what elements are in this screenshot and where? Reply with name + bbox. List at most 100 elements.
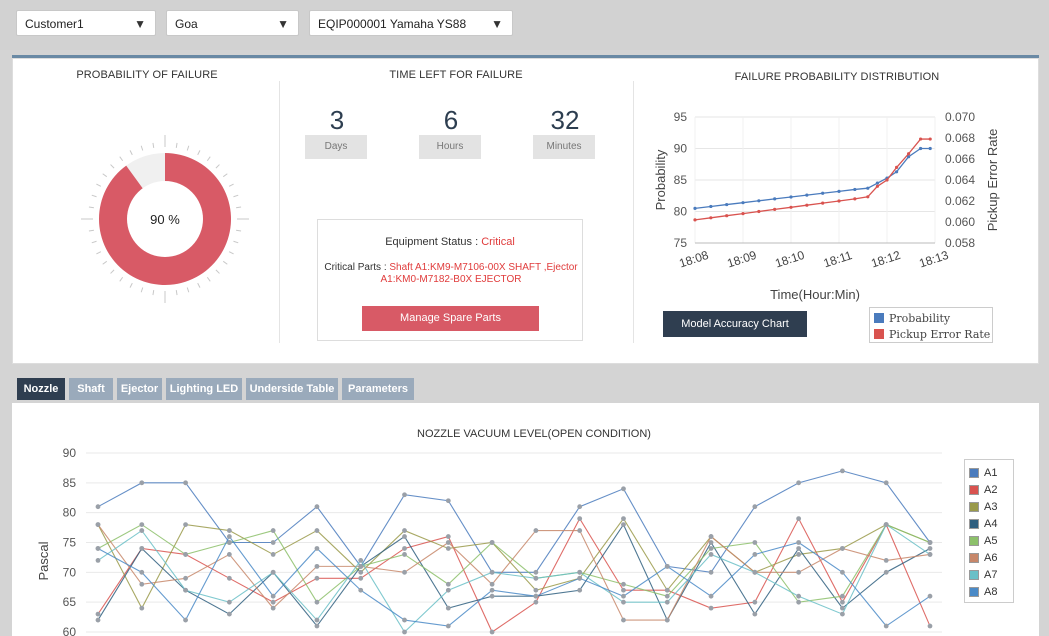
customer-select[interactable]: Customer1 ▼ <box>16 10 156 36</box>
data-point <box>95 504 101 510</box>
legend-label: Probability <box>889 311 951 325</box>
data-point <box>919 146 923 151</box>
y-tick-label: 65 <box>63 595 77 609</box>
data-point <box>226 599 232 605</box>
data-point <box>875 181 880 185</box>
tab-ejector[interactable]: Ejector <box>117 378 162 400</box>
data-point <box>796 540 802 545</box>
data-point <box>796 593 802 599</box>
data-point <box>402 552 407 557</box>
y-tick-label: 75 <box>674 236 688 250</box>
y-tick-label: 95 <box>674 110 688 124</box>
data-point <box>358 575 364 581</box>
data-point <box>773 207 777 211</box>
legend-item-probability: Probability <box>874 311 950 325</box>
gauge-tick <box>96 251 102 255</box>
equipment-select[interactable]: EQIP000001 Yamaha YS88 ▼ <box>309 10 513 36</box>
series-line <box>97 523 931 633</box>
data-point <box>708 534 714 539</box>
data-point <box>533 587 539 593</box>
tab-parameters[interactable]: Parameters <box>342 378 414 400</box>
legend-swatch <box>969 519 979 529</box>
gauge-value-label: 90 % <box>150 212 180 227</box>
days-value: 3 <box>329 105 345 135</box>
legend-item: A2 <box>969 483 997 497</box>
data-point <box>840 569 845 575</box>
gauge-tick <box>96 183 102 187</box>
data-point <box>708 552 714 557</box>
data-point <box>270 593 276 599</box>
data-point <box>139 581 145 587</box>
data-point <box>725 202 729 207</box>
data-point <box>402 569 407 575</box>
data-point <box>445 605 451 611</box>
series-line <box>694 138 931 221</box>
failure-gauge: 90 % <box>81 135 249 303</box>
x-tick-label: 18:13 <box>917 248 950 271</box>
model-accuracy-chart-button[interactable]: Model Accuracy Chart <box>663 311 807 337</box>
data-point <box>270 552 276 557</box>
legend-label: A7 <box>984 569 998 581</box>
data-point <box>314 599 320 605</box>
legend-swatch <box>969 468 979 478</box>
legend-item-pickup-error-rate: Pickup Error Rate <box>874 327 990 341</box>
manage-spare-parts-button[interactable]: Manage Spare Parts <box>362 306 539 331</box>
gauge-tick <box>102 173 108 178</box>
data-point <box>708 540 714 545</box>
data-point <box>866 195 870 199</box>
gauge-tick <box>186 287 190 293</box>
gauge-tick <box>197 150 201 156</box>
data-point <box>402 528 407 533</box>
tab-lighting-led[interactable]: Lighting LED <box>166 378 242 400</box>
critical-parts-label: Critical Parts : <box>324 262 390 273</box>
data-point <box>883 623 889 629</box>
equipment-status-box: Equipment Status : Critical Critical Par… <box>317 219 583 341</box>
tab-underside-table[interactable]: Underside Table <box>246 378 338 400</box>
data-point <box>664 599 670 605</box>
y-tick-label: 70 <box>63 565 77 579</box>
gauge-tick <box>152 290 155 296</box>
data-point <box>805 203 809 207</box>
legend-item: A1 <box>969 466 997 480</box>
distribution-title: FAILURE PROBABILITY DISTRIBUTION <box>734 71 940 83</box>
y-tick-label: 85 <box>674 173 688 187</box>
data-point <box>741 212 745 216</box>
hours-label: Hours <box>419 135 481 159</box>
data-point <box>796 546 802 551</box>
legend-label: A3 <box>984 501 998 513</box>
data-point <box>621 522 626 527</box>
hours-value: 6 <box>443 105 459 135</box>
series-line <box>97 524 931 621</box>
data-point <box>402 534 407 539</box>
gauge-tick <box>228 183 234 187</box>
data-point <box>489 569 495 575</box>
data-point <box>840 546 845 551</box>
y2-tick-label: 0.060 <box>945 215 975 229</box>
data-point <box>183 587 188 593</box>
gauge-tick <box>175 290 178 296</box>
gauge-tick <box>140 287 144 293</box>
legend-swatch <box>969 553 979 563</box>
series-line <box>97 517 931 633</box>
distribution-legend: Probability Pickup Error Rate <box>869 307 993 343</box>
legend-swatch <box>969 502 979 512</box>
data-point <box>533 528 539 533</box>
location-select[interactable]: Goa ▼ <box>166 10 299 36</box>
data-point <box>927 546 933 551</box>
legend-label: A4 <box>984 518 998 530</box>
tab-shaft[interactable]: Shaft <box>69 378 113 400</box>
tab-nozzle[interactable]: Nozzle <box>17 378 65 400</box>
gauge-tick <box>140 145 144 151</box>
data-point <box>270 540 276 545</box>
data-point <box>445 546 451 551</box>
legend-swatch <box>969 536 979 546</box>
data-point <box>853 187 857 192</box>
data-point <box>533 575 539 581</box>
y2-tick-label: 0.062 <box>945 194 975 208</box>
data-point <box>840 468 845 474</box>
data-point <box>226 534 232 539</box>
legend-item: A5 <box>969 534 997 548</box>
data-point <box>757 209 761 214</box>
data-point <box>621 486 626 492</box>
gauge-tick <box>215 164 220 169</box>
